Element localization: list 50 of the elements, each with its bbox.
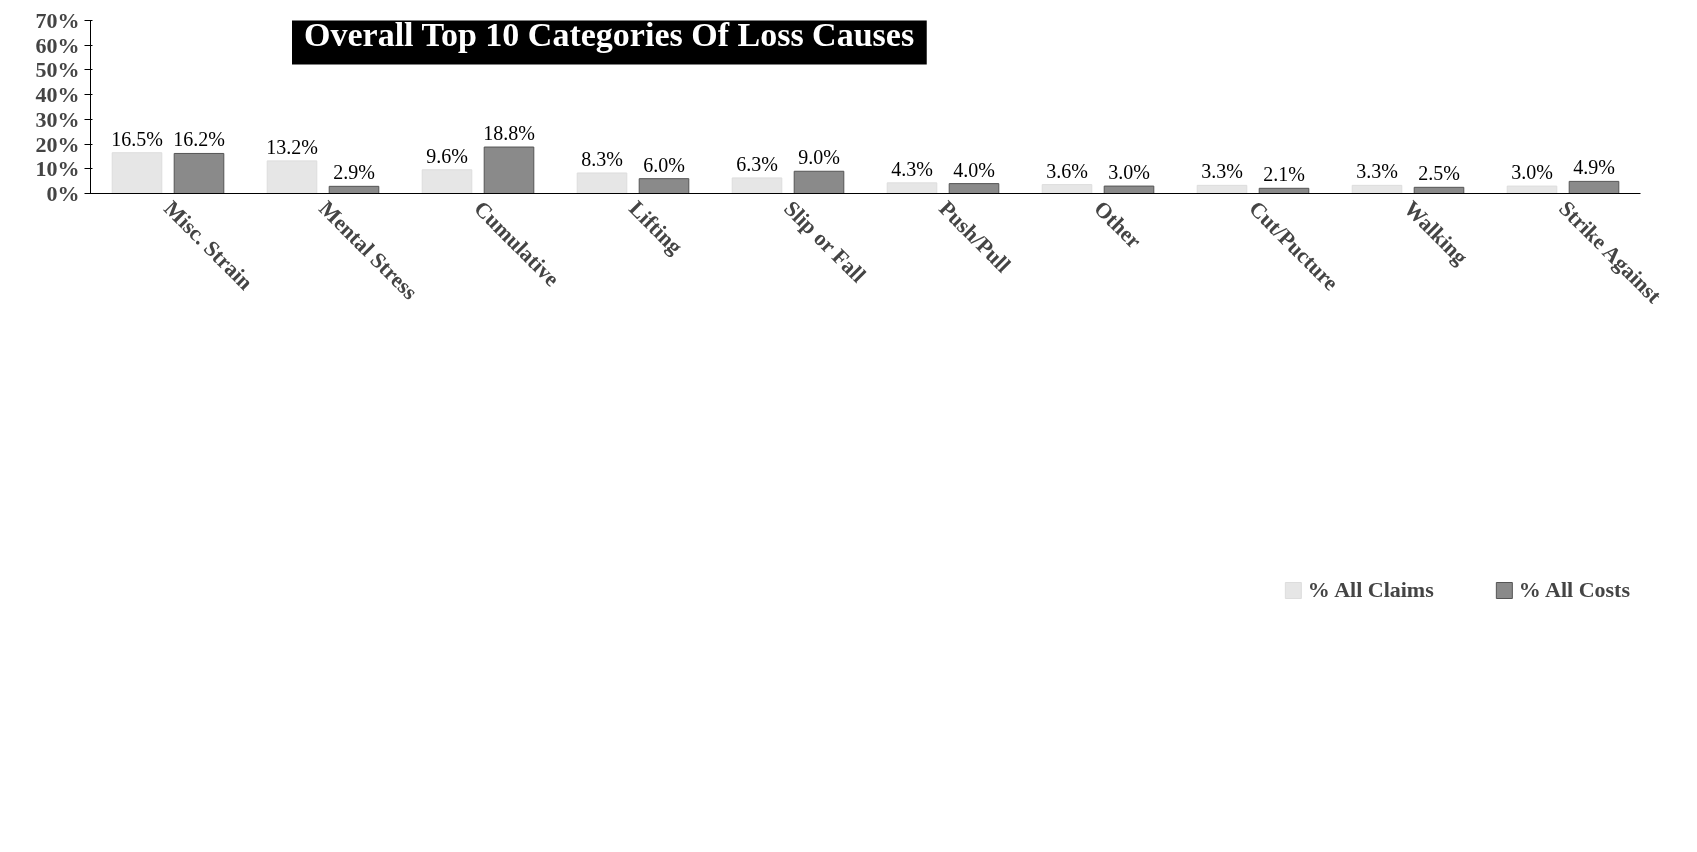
bar [576,172,628,194]
x-tick-label: Slip or Fall [779,195,871,288]
bar [328,185,380,194]
data-label: 16.5% [111,127,163,150]
y-tick-label: 50% [35,57,80,83]
bar [1041,184,1093,194]
data-label: 6.0% [643,153,685,176]
bar [1103,185,1155,194]
data-label: 2.1% [1263,163,1305,186]
data-label: 16.2% [173,128,225,151]
data-label: 4.0% [953,158,995,181]
bar [1568,180,1620,194]
bar [1506,185,1558,194]
data-label: 9.0% [798,146,840,169]
bar [1351,184,1403,194]
data-label: 3.3% [1201,160,1243,183]
data-label: 3.3% [1356,160,1398,183]
y-tick-label: 70% [35,8,80,33]
y-tick-label: 20% [35,131,80,157]
data-label: 13.2% [266,135,318,158]
data-label: 2.5% [1418,162,1460,185]
data-label: 4.9% [1573,156,1615,179]
y-tick-label: 0% [46,181,80,206]
bar [793,170,845,194]
legend-label: % All Costs [1518,577,1630,603]
y-tick-label: 10% [35,156,80,182]
chart-title: Overall Top 10 Categories Of Loss Causes [304,15,915,53]
data-label: 18.8% [483,122,535,145]
data-label: 8.3% [581,148,623,171]
bar [638,178,690,194]
data-label: 9.6% [426,144,468,167]
data-label: 2.9% [333,161,375,184]
bar [1196,184,1248,194]
legend-label: % All Claims [1307,577,1434,603]
bar [886,182,938,194]
data-label: 3.6% [1046,159,1088,182]
bar [948,183,1000,194]
y-tick-label: 60% [35,32,80,58]
y-tick-label: 40% [35,82,80,108]
bar [421,169,473,194]
y-tick-label: 30% [35,106,80,132]
bar [111,152,163,194]
bar [266,160,318,194]
data-label: 3.0% [1108,161,1150,184]
bar [173,152,225,194]
bar [731,177,783,194]
bar [483,146,535,194]
data-label: 3.0% [1511,161,1553,184]
data-label: 6.3% [736,152,778,175]
data-label: 4.3% [891,157,933,180]
